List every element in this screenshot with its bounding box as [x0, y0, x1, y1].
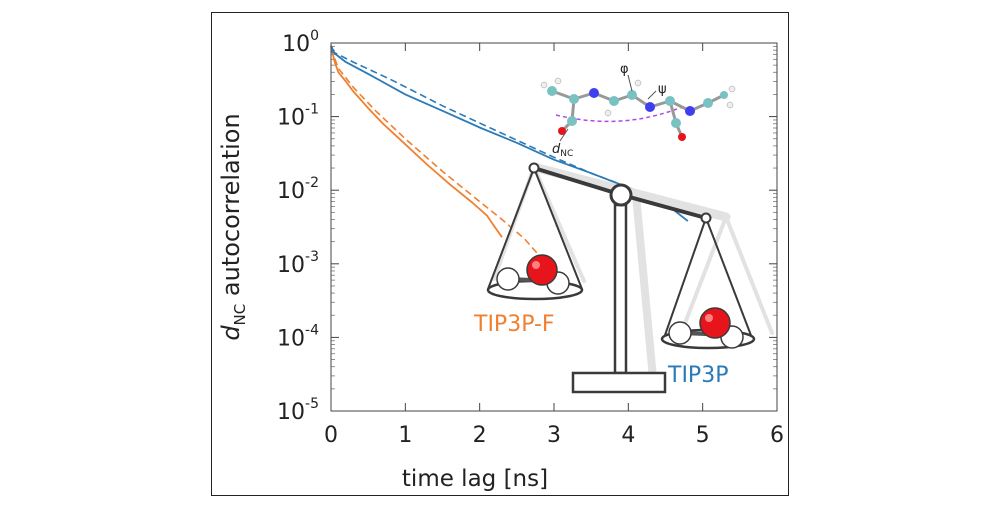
x-tick-label: 1: [398, 423, 412, 448]
dnc-label: dNC: [552, 142, 573, 159]
molecule-atoms: [540, 77, 736, 141]
autocorrelation-chart: 100 10-1 10-2 10-3 10-4 10-5 0 1 2 3 4 5 6 time lag…: [217, 28, 784, 492]
series-line-tip3p-fit: [330, 50, 629, 188]
figure-frame: 100 10-1 10-2 10-3 10-4 10-5 0 1 2 3 4 5 6 time lag…: [211, 12, 789, 496]
scale-pillar: [613, 203, 628, 375]
y-tick-label: 10-3: [277, 249, 319, 278]
x-tick-label: 4: [621, 423, 635, 448]
y-label-sub: NC: [231, 304, 249, 326]
x-tick-label: 0: [324, 423, 338, 448]
dnc-pointer: [559, 128, 569, 142]
y-tick-label: 10-5: [277, 396, 319, 425]
right-pan-hook: [700, 212, 712, 224]
series-layer: [330, 45, 689, 256]
tip3p-label: TIP3P: [667, 363, 728, 388]
y-tick-label: 100: [282, 28, 319, 57]
water-molecule-left: [496, 254, 570, 295]
y-label-italic: d: [217, 325, 245, 341]
psi-pointer: [647, 90, 657, 100]
right-pan-string-1: [663, 217, 707, 339]
x-tick-labels: 0 1 2 3 4 5 6: [324, 423, 784, 448]
y-tick-label: 10-1: [277, 102, 319, 131]
left-pan-string-1: [487, 167, 535, 290]
x-tick-label: 6: [770, 423, 784, 448]
tip3p-f-label: TIP3P-F: [473, 312, 555, 337]
phi-label: φ: [620, 62, 629, 77]
beam-right: [621, 193, 707, 220]
series-line-tip3p-f: [330, 46, 503, 238]
y-tick-labels: 100 10-1 10-2 10-3 10-4 10-5: [277, 28, 319, 425]
y-label-rest: autocorrelation: [217, 113, 245, 303]
left-pan-hook: [528, 162, 540, 174]
scale-base: [571, 371, 667, 394]
series-line-tip3p-f-fit: [330, 47, 540, 256]
x-tick-label: 5: [696, 423, 710, 448]
plot-area-border: [330, 42, 778, 412]
left-pan-string-2: [533, 167, 583, 290]
phi-pointer: [627, 74, 633, 92]
x-tick-label: 2: [473, 423, 487, 448]
beam-left: [533, 166, 623, 197]
scale-pivot: [609, 183, 633, 207]
y-tick-label: 10-4: [277, 322, 319, 351]
peptide-molecule-illustration: φ ψ dNC: [540, 62, 736, 159]
psi-label: ψ: [658, 82, 667, 97]
y-axis-label: dNC autocorrelation: [217, 113, 249, 340]
water-molecule-right: [668, 307, 744, 349]
x-tick-label: 3: [547, 423, 561, 448]
balance-scale-illustration: [486, 162, 774, 394]
right-pan-string-2: [705, 217, 753, 339]
y-tick-label: 10-2: [277, 175, 319, 204]
x-axis-label: time lag [ns]: [402, 466, 548, 492]
